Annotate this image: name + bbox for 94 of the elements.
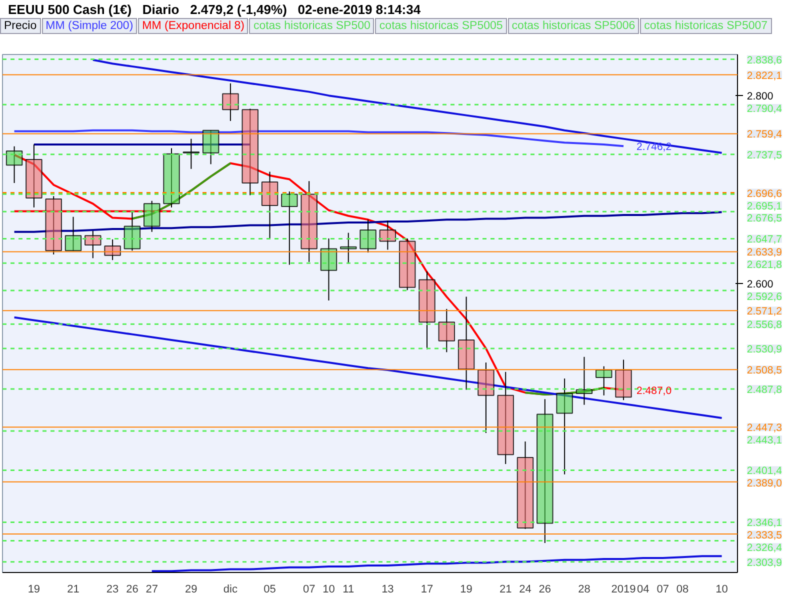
candlestick xyxy=(281,190,298,266)
candlestick xyxy=(536,398,554,544)
ref-line-label: 2.759,4 xyxy=(746,128,782,141)
x-tick-label: 04 xyxy=(637,584,650,596)
ref-line-label: 2.389,0 xyxy=(746,478,782,490)
candlestick xyxy=(182,138,200,170)
data-label: 2.746,2 xyxy=(636,141,672,154)
line-series xyxy=(150,555,723,572)
ref-line-label: 2.447,3 xyxy=(746,422,782,434)
candlestick xyxy=(104,238,121,261)
candlestick xyxy=(163,148,180,208)
x-tick-label: 21 xyxy=(499,584,512,596)
candlestick xyxy=(556,378,573,475)
text: MM (Exponencial 8) xyxy=(138,18,248,34)
x-tick-label: 26 xyxy=(538,584,552,596)
candlestick xyxy=(478,362,494,434)
candlestick xyxy=(300,180,318,262)
chart-title: EEUU 500 Cash (1€) Diario 2.479,2 (-1,49%) 02-ene-2019 8:14:34 xyxy=(7,1,422,18)
ref-line-label: 2.592,6 xyxy=(746,291,782,304)
ref-line-label: 2.633,9 xyxy=(746,246,782,259)
candlestick xyxy=(458,296,475,390)
x-tick-label: 07 xyxy=(302,584,316,596)
ref-line-label: 2.326,4 xyxy=(746,542,782,554)
ref-line-label: 2.790,4 xyxy=(746,103,782,116)
x-tick-label: 13 xyxy=(382,584,394,596)
candlestick xyxy=(261,171,278,239)
candlestick xyxy=(596,366,612,396)
ref-line-label: 2.556,8 xyxy=(746,319,782,332)
text: cotas historicas SP5006 xyxy=(508,18,640,34)
line-series xyxy=(13,316,723,419)
candlestick xyxy=(242,108,258,196)
y-tick-label: 2.600 xyxy=(746,278,774,291)
candlestick xyxy=(6,146,23,184)
candlestick xyxy=(379,220,396,250)
ref-line-label: 2.530,9 xyxy=(746,344,782,356)
ref-line-label: 2.333,5 xyxy=(746,530,782,542)
x-tick-label: 27 xyxy=(146,584,158,596)
ref-line-label: 2.571,2 xyxy=(746,306,782,318)
ref-line-label: 2.303,9 xyxy=(746,556,782,569)
candlestick xyxy=(64,216,82,252)
candlestick xyxy=(398,238,416,291)
candlestick xyxy=(143,200,160,232)
ref-line-label: 2.401,4 xyxy=(746,465,782,478)
text: Precio xyxy=(0,18,41,34)
x-tick-label: 05 xyxy=(264,584,276,596)
ref-line-label: 2.838,6 xyxy=(746,54,782,66)
x-tick-label: 21 xyxy=(67,584,80,596)
ref-line-label: 2.676,5 xyxy=(746,212,782,225)
ref-line-label: 2.508,5 xyxy=(746,364,782,377)
candlestick xyxy=(202,130,220,165)
ref-line-label: 2.647,7 xyxy=(746,234,782,246)
ref-line-label: 2.696,6 xyxy=(746,188,782,200)
ref-line-label: 2.737,5 xyxy=(746,149,782,162)
x-tick-label: 23 xyxy=(106,584,119,596)
candlestick xyxy=(497,371,514,465)
ref-line-label: 2.822,1 xyxy=(746,70,782,82)
candlestick xyxy=(340,232,357,264)
x-tick-label: 24 xyxy=(519,584,532,596)
candlestick xyxy=(222,82,239,122)
x-tick-label: 08 xyxy=(676,584,689,596)
candlestick xyxy=(516,440,534,530)
text: MM (Simple 200) xyxy=(42,18,138,34)
x-tick-label: 17 xyxy=(420,584,434,596)
text: cotas historicas SP5005 xyxy=(375,18,507,34)
candlestick xyxy=(45,196,62,255)
candlestick xyxy=(26,144,42,208)
candlestick xyxy=(84,230,102,259)
ref-line-label: 2.443,1 xyxy=(746,434,782,447)
candlestick xyxy=(418,270,436,350)
text: cotas historicas SP500 xyxy=(249,18,374,34)
candlestick xyxy=(320,238,338,301)
text: cotas historicas SP5007 xyxy=(640,18,772,34)
x-tick-label: 28 xyxy=(578,584,590,596)
ref-line-label: 2.695,1 xyxy=(746,200,782,212)
y-tick-label: 2.800 xyxy=(746,90,774,103)
line-series xyxy=(92,58,723,154)
x-tick-label: 11 xyxy=(342,584,354,596)
candlestick xyxy=(438,308,456,353)
x-tick-label: 2019 xyxy=(611,584,636,596)
x-tick-label: 07 xyxy=(656,584,669,596)
x-tick-label: 10 xyxy=(716,584,728,596)
ref-line-label: 2.621,8 xyxy=(746,259,782,272)
x-tick-label: 29 xyxy=(185,584,198,596)
ref-line-label: 2.346,1 xyxy=(746,517,782,530)
data-label: 2.487,0 xyxy=(636,384,672,397)
x-tick-label: 19 xyxy=(28,584,40,596)
candlestick xyxy=(124,212,141,252)
candlestick xyxy=(615,359,632,401)
x-tick-label: 10 xyxy=(322,584,335,596)
ref-line-label: 2.487,8 xyxy=(746,384,782,396)
x-tick-label: dic xyxy=(223,584,238,596)
x-tick-label: 19 xyxy=(460,584,472,596)
x-tick-label: 26 xyxy=(126,584,138,596)
candlestick xyxy=(360,219,376,254)
